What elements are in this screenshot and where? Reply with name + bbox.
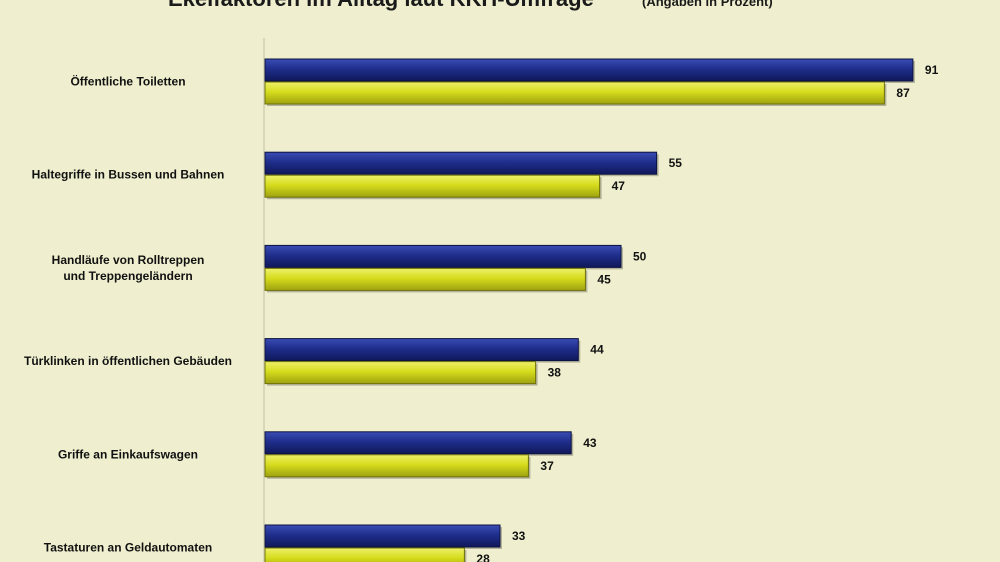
data-label: 87	[896, 86, 910, 100]
chart-title: Ekelfaktoren im Alltag laut KKH-Umfrage	[168, 0, 594, 11]
bars	[264, 58, 915, 562]
data-label: 37	[540, 459, 554, 473]
bar-series-2	[264, 81, 885, 105]
bar-series-2	[264, 267, 586, 291]
data-label: 91	[925, 63, 939, 77]
category-labels: Öffentliche Toiletten Haltegriffe in Buss…	[24, 74, 232, 555]
bar-series-2	[264, 547, 465, 562]
bar-series-1	[264, 151, 658, 175]
bar-series-1	[264, 244, 622, 268]
bar-series-1	[264, 58, 914, 82]
data-label: 55	[669, 156, 683, 170]
category-label: Haltegriffe in Bussen und Bahnen	[32, 168, 225, 182]
data-label: 44	[590, 343, 604, 357]
bar-series-1	[264, 338, 579, 362]
category-label: Tastaturen an Geldautomaten	[44, 541, 212, 555]
data-label: 47	[612, 179, 626, 193]
data-label: 43	[583, 436, 597, 450]
bar-series-2	[264, 361, 537, 385]
data-label: 50	[633, 249, 647, 263]
category-label: und Treppengeländern	[63, 269, 192, 283]
data-label: 45	[597, 272, 611, 286]
chart-subtitle: (Angaben in Prozent)	[642, 0, 773, 9]
bar-series-2	[264, 174, 601, 198]
category-label: Griffe an Einkaufswagen	[58, 447, 198, 461]
category-label: Öffentliche Toiletten	[70, 74, 185, 89]
data-label: 38	[548, 366, 562, 380]
bar-series-1	[264, 431, 572, 455]
bar-series-1	[264, 524, 501, 548]
data-label: 33	[512, 529, 526, 543]
category-label: Handläufe von Rolltreppen	[52, 253, 205, 267]
data-label: 28	[476, 552, 490, 562]
bar-series-2	[264, 454, 529, 478]
value-labels: 91 87 55 47 50 45 44 38 43 37 33 28	[476, 63, 938, 562]
category-label: Türklinken in öffentlichen Gebäuden	[24, 354, 232, 368]
